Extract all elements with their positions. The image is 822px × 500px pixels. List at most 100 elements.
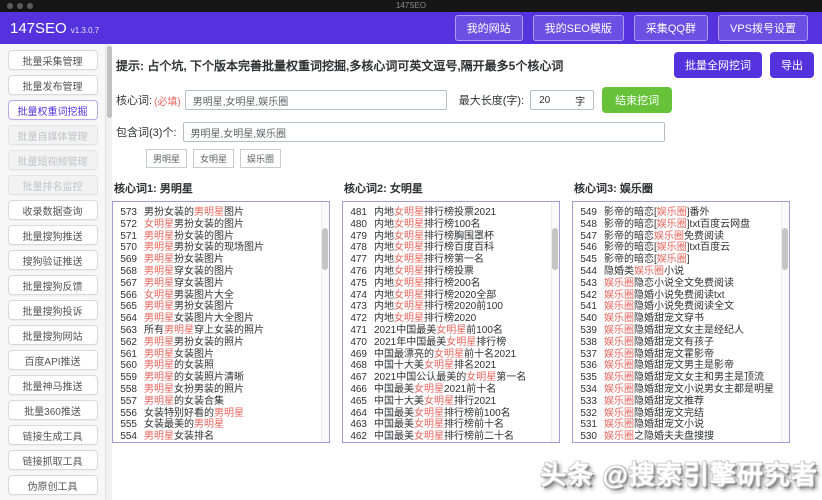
keyword-row[interactable]: 565 男明星男扮女装图片 [117, 301, 317, 313]
keyword-row[interactable]: 545 影帝的暗恋[娱乐圈] [577, 254, 777, 266]
keyword-row[interactable]: 537 娱乐圈隐婚甜宠文霍影帝 [577, 349, 777, 361]
mine-all-button[interactable]: 批量全网挖词 [674, 52, 762, 78]
sidebar-item-18[interactable]: 伪原创工具 [7, 475, 98, 495]
keyword-row[interactable]: 477 内地女明星排行榜第一名 [347, 254, 547, 266]
keyword-row[interactable]: 481 内地女明星排行榜投票2021 [347, 207, 547, 219]
keyword-row[interactable]: 563 所有男明星穿上女装的照片 [117, 325, 317, 337]
header-nav-button-1[interactable]: 我的网站 [454, 15, 523, 41]
keyword-row[interactable]: 465 中国十大美女明星排行2021 [347, 396, 547, 408]
keyword-row[interactable]: 571 男明星扮女装的图片 [117, 231, 317, 243]
sidebar-item-16[interactable]: 链接生成工具 [7, 425, 98, 445]
keyword-row[interactable]: 569 男明星扮女装图片 [117, 254, 317, 266]
core-keywords-input[interactable] [184, 90, 447, 110]
keyword-row[interactable]: 566 女明星男装图片大全 [117, 290, 317, 302]
keyword-row[interactable]: 572 女明星男扮女装的图片 [117, 219, 317, 231]
keyword-row[interactable]: 557 男明星的女装合集 [117, 396, 317, 408]
sidebar-item-2[interactable]: 批量发布管理 [7, 75, 98, 95]
include-tag-2[interactable]: 女明星 [193, 149, 235, 168]
keyword-row[interactable]: 534 娱乐圈隐婚甜宠文小说男女主都是明星 [577, 384, 777, 396]
keyword-row[interactable]: 533 娱乐圈隐婚甜宠文推荐 [577, 396, 777, 408]
sidebar-item-17[interactable]: 链接抓取工具 [7, 450, 98, 470]
include-tag-3[interactable]: 娱乐圈 [240, 149, 282, 168]
keyword-row[interactable]: 549 影帝的暗恋[娱乐圈]番外 [577, 207, 777, 219]
window-minimize-button[interactable] [17, 3, 23, 9]
keyword-row[interactable]: 541 娱乐圈隐婚小说免费阅读全文 [577, 301, 777, 313]
header-nav-button-3[interactable]: 采集QQ群 [633, 15, 708, 41]
keyword-row[interactable]: 546 影帝的暗恋[娱乐圈]txt百度云 [577, 242, 777, 254]
sidebar-item-10[interactable]: 批量搜狗反馈 [7, 275, 98, 295]
max-length-input[interactable]: 20 字 [530, 90, 595, 110]
sidebar-item-3[interactable]: 批量权重词挖掘 [7, 100, 98, 120]
sidebar-item-8[interactable]: 批量搜狗推送 [7, 225, 98, 245]
keyword-row[interactable]: 530 娱乐圈之隐婚夫夫盘搜搜 [577, 431, 777, 442]
list-scrollbar[interactable] [321, 202, 329, 442]
keyword-row[interactable]: 561 男明星女装图片 [117, 349, 317, 361]
keyword-row[interactable]: 570 男明星男扮女装的现场图片 [117, 242, 317, 254]
keyword-row[interactable]: 468 中国十大美女明星排名2021 [347, 360, 547, 372]
keyword-row[interactable]: 531 娱乐圈隐婚甜宠文小说 [577, 419, 777, 431]
keyword-row[interactable]: 462 中国最美女明星排行榜前二十名 [347, 431, 547, 442]
sidebar-item-7[interactable]: 收录数据查询 [7, 200, 98, 220]
keyword-row[interactable]: 478 内地女明星排行榜百度百科 [347, 242, 547, 254]
keyword-row[interactable]: 544 隐婚类娱乐圈小说 [577, 266, 777, 278]
keyword-row[interactable]: 470 2021年中国最美女明星排行榜 [347, 337, 547, 349]
keyword-row[interactable]: 538 娱乐圈隐婚甜宠文有孩子 [577, 337, 777, 349]
keyword-row[interactable]: 472 内地女明星排行榜2020 [347, 313, 547, 325]
stop-mining-button[interactable]: 结束挖词 [602, 87, 673, 113]
keyword-row[interactable]: 463 中国最美女明星排行榜前十名 [347, 419, 547, 431]
window-close-button[interactable] [7, 3, 13, 9]
sidebar-item-9[interactable]: 搜狗验证推送 [7, 250, 98, 270]
keyword-row[interactable]: 466 中国最美女明星2021前十名 [347, 384, 547, 396]
keyword-row[interactable]: 559 男明星的女装照片清晰 [117, 372, 317, 384]
keyword-row[interactable]: 535 娱乐圈隐婚甜宠文女主和男主是顶流 [577, 372, 777, 384]
list-scrollbar-thumb[interactable] [782, 228, 788, 270]
keyword-row[interactable]: 564 男明星女装图片大全图片 [117, 313, 317, 325]
keyword-row[interactable]: 532 娱乐圈隐婚甜宠文完结 [577, 408, 777, 420]
list-scrollbar[interactable] [551, 202, 559, 442]
header-nav-button-4[interactable]: VPS拨号设置 [717, 15, 808, 41]
list-scrollbar-thumb[interactable] [552, 228, 558, 270]
keyword-text: 娱乐圈隐婚甜宠文穿书 [604, 313, 704, 325]
list-scrollbar[interactable] [781, 202, 789, 442]
keyword-row[interactable]: 469 中国最漂亮的女明星前十名2021 [347, 349, 547, 361]
keyword-row[interactable]: 473 内地女明星排行榜2020前100 [347, 301, 547, 313]
keyword-row[interactable]: 475 内地女明星排行榜200名 [347, 278, 547, 290]
keyword-row[interactable]: 562 男明星男扮女装的照片 [117, 337, 317, 349]
keyword-row[interactable]: 464 中国最美女明星排行榜前100名 [347, 408, 547, 420]
keyword-row[interactable]: 474 内地女明星排行榜2020全部 [347, 290, 547, 302]
keyword-row[interactable]: 467 2021中国公认最美的女明星第一名 [347, 372, 547, 384]
keyword-row[interactable]: 547 影帝的暗恋娱乐圈免费阅读 [577, 231, 777, 243]
keyword-row[interactable]: 542 娱乐圈隐婚小说免费阅读txt [577, 290, 777, 302]
keyword-row[interactable]: 558 男明星女扮男装的照片 [117, 384, 317, 396]
keyword-row[interactable]: 543 娱乐圈隐恋小说全文免费阅读 [577, 278, 777, 290]
keyword-row[interactable]: 573 男扮女装的男明星图片 [117, 207, 317, 219]
sidebar-item-1[interactable]: 批量采集管理 [7, 50, 98, 70]
header-nav-button-2[interactable]: 我的SEO模版 [532, 15, 624, 41]
sidebar-scrollbar-thumb[interactable] [107, 46, 112, 118]
sidebar-item-15[interactable]: 批量360推送 [7, 400, 98, 420]
include-tag-1[interactable]: 男明星 [146, 149, 188, 168]
keyword-row[interactable]: 555 女装最美的男明星 [117, 419, 317, 431]
keyword-row[interactable]: 556 女装特别好看的男明星 [117, 408, 317, 420]
keyword-row[interactable]: 536 娱乐圈隐婚甜宠文男主是影帝 [577, 360, 777, 372]
keyword-row[interactable]: 567 男明星穿女装图片 [117, 278, 317, 290]
export-button[interactable]: 导出 [770, 52, 814, 78]
sidebar-item-13[interactable]: 百度API推送 [7, 350, 98, 370]
include-words-input[interactable] [182, 122, 665, 142]
window-zoom-button[interactable] [27, 3, 33, 9]
keyword-row[interactable]: 480 内地女明星排行榜100名 [347, 219, 547, 231]
keyword-row[interactable]: 540 娱乐圈隐婚甜宠文穿书 [577, 313, 777, 325]
list-scrollbar-thumb[interactable] [322, 228, 328, 270]
keyword-row[interactable]: 479 内地女明星排行榜胸围罩杯 [347, 231, 547, 243]
keyword-row[interactable]: 539 娱乐圈隐婚甜宠文女主是经纪人 [577, 325, 777, 337]
sidebar-scrollbar[interactable] [105, 44, 112, 500]
keyword-row[interactable]: 554 男明星女装排名 [117, 431, 317, 442]
keyword-row[interactable]: 560 男明星的女装照 [117, 360, 317, 372]
sidebar-item-11[interactable]: 批量搜狗投诉 [7, 300, 98, 320]
sidebar-item-14[interactable]: 批量神马推送 [7, 375, 98, 395]
keyword-row[interactable]: 568 男明星穿女装的图片 [117, 266, 317, 278]
keyword-row[interactable]: 548 影帝的暗恋[娱乐圈]txt百度云网盘 [577, 219, 777, 231]
keyword-row[interactable]: 471 2021中国最美女明星前100名 [347, 325, 547, 337]
keyword-row[interactable]: 476 内地女明星排行榜投票 [347, 266, 547, 278]
sidebar-item-12[interactable]: 批量搜狗网站 [7, 325, 98, 345]
